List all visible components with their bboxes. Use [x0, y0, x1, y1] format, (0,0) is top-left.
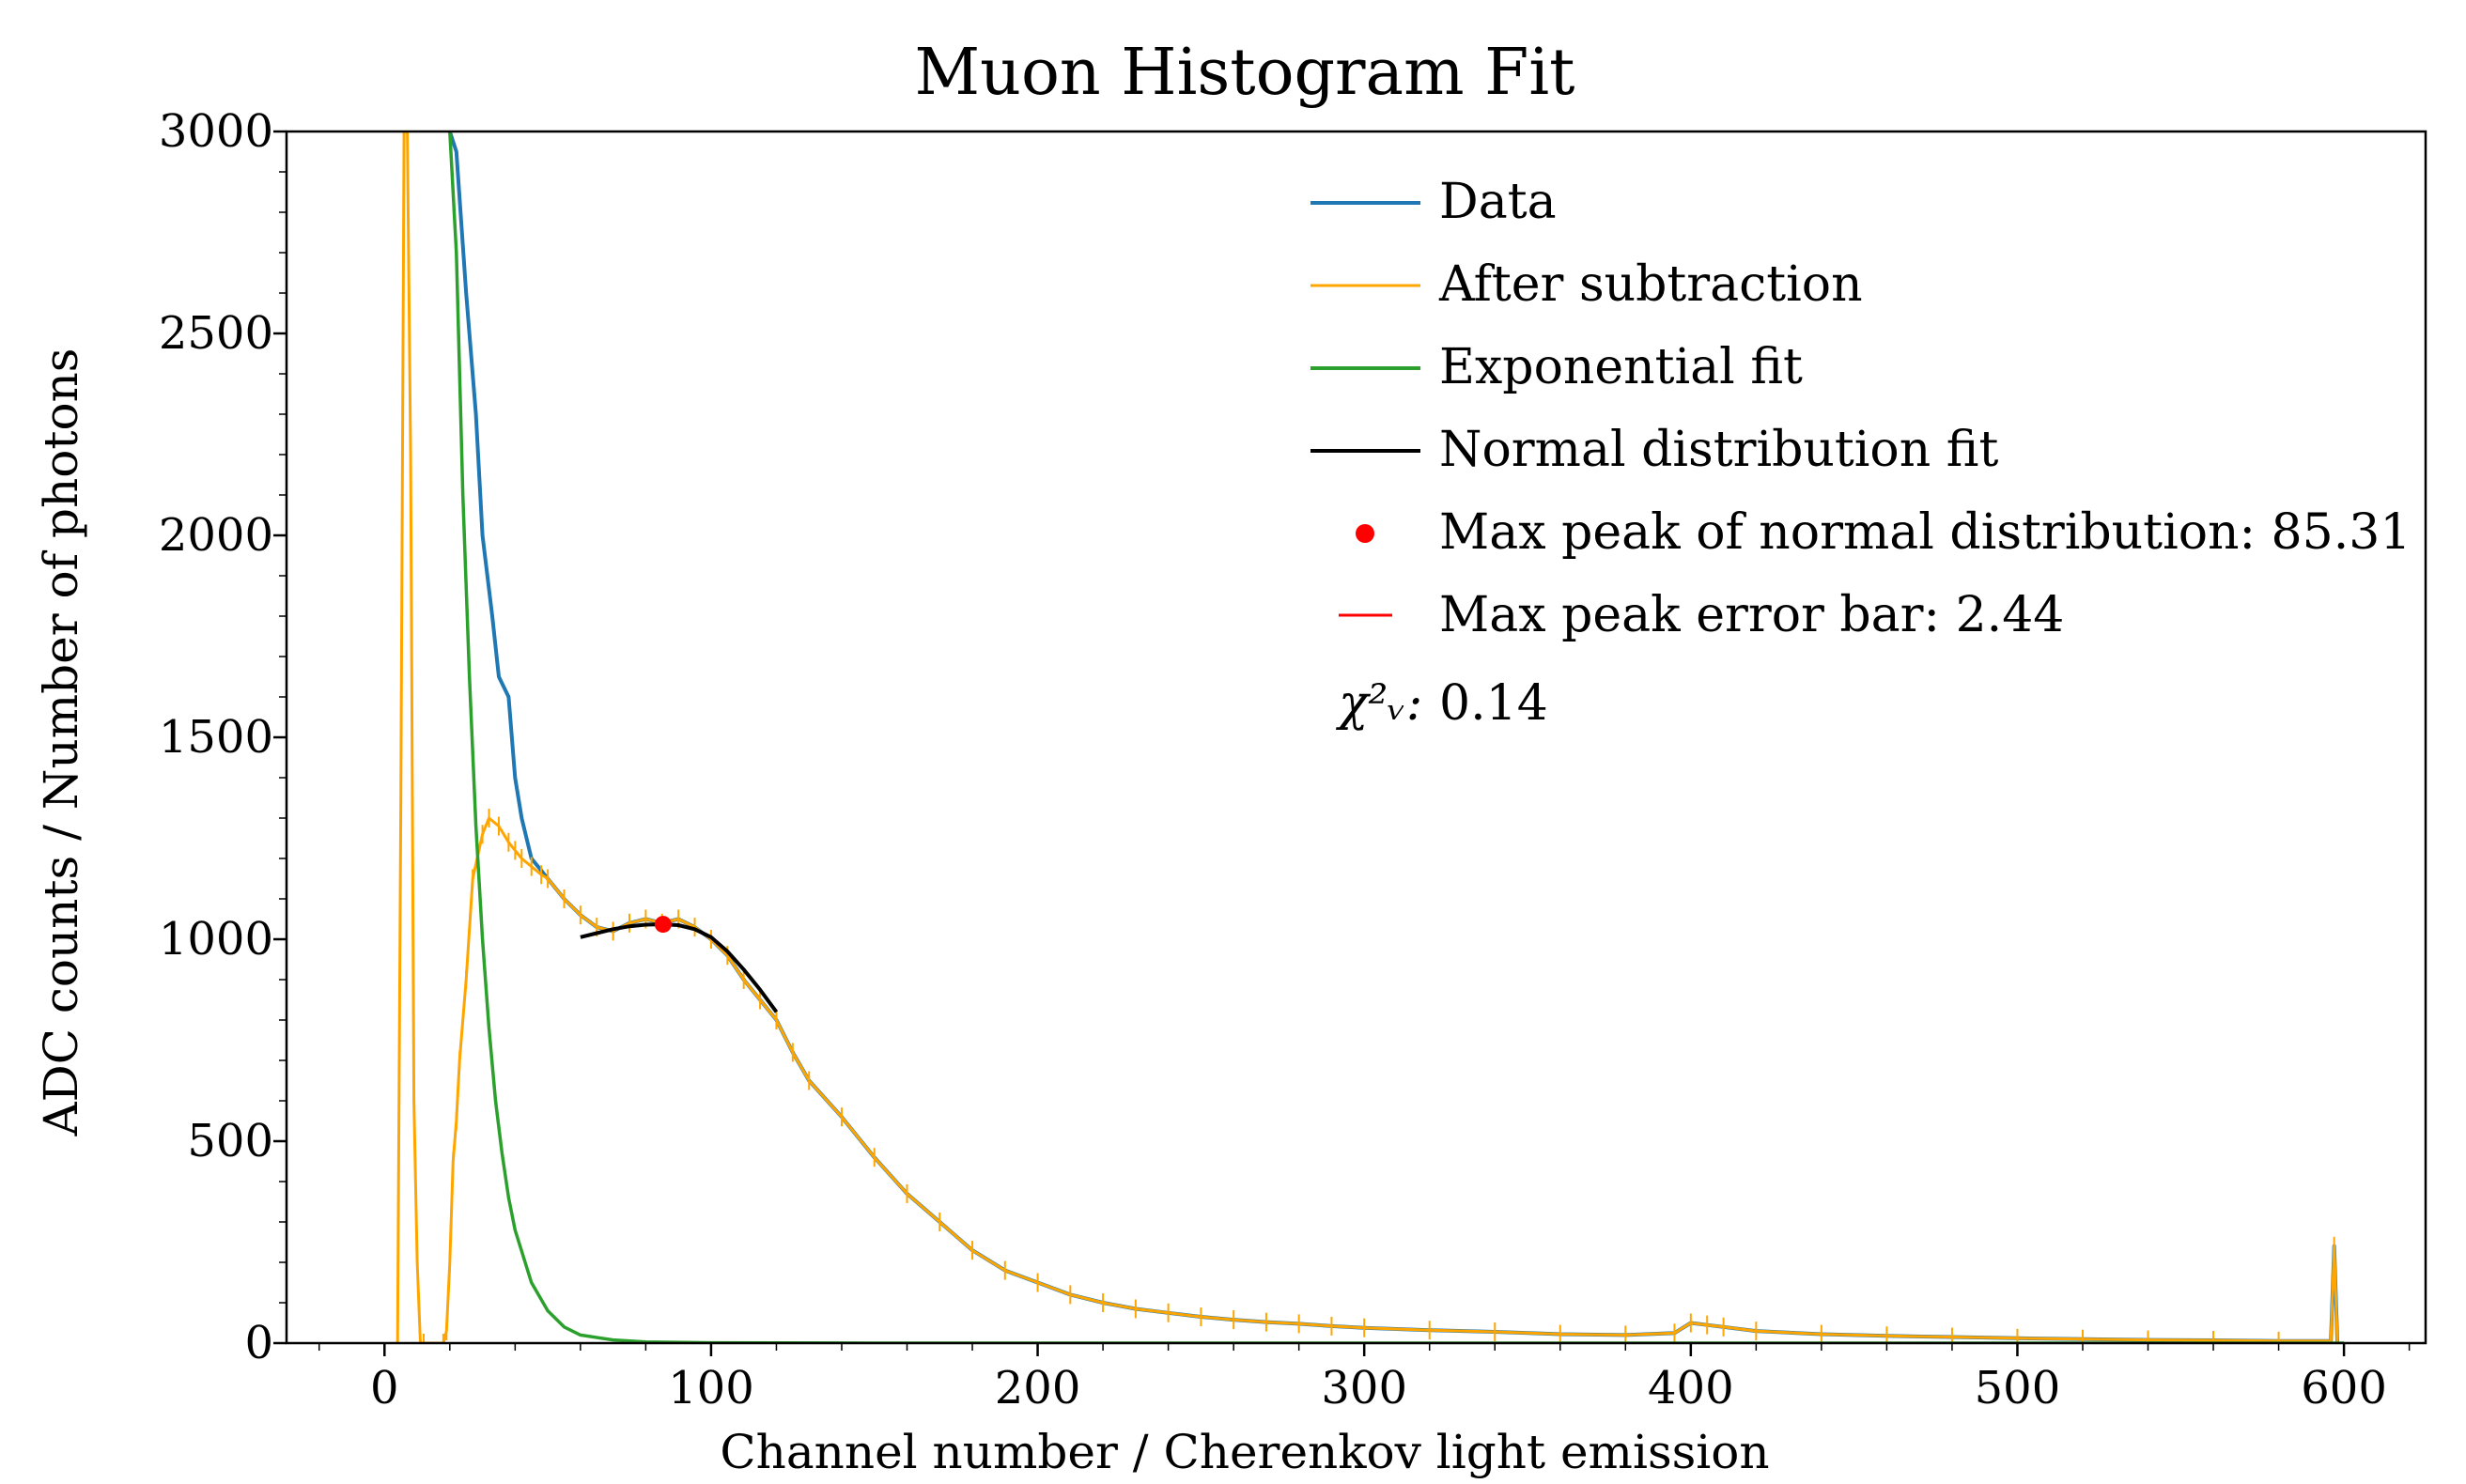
legend-item-normal-fit: Normal distribution fit [1311, 422, 1998, 478]
x-tick-label: 500 [1975, 1362, 2061, 1414]
legend-label-data: Data [1439, 174, 1557, 230]
x-tick-label: 600 [2301, 1362, 2387, 1414]
legend-item-exponential-fit: Exponential fit [1311, 339, 1803, 395]
legend-label-exponential-fit: Exponential fit [1439, 339, 1803, 395]
y-tick-label: 1000 [159, 913, 273, 966]
series-line-exponential-fit [448, 131, 2345, 1343]
legend-label-error-bar: Max peak error bar: 2.44 [1439, 587, 2064, 643]
y-tick-label: 2500 [159, 307, 273, 360]
chi-squared-value: 0.14 [1439, 675, 1548, 732]
x-tick-label: 300 [1321, 1362, 1407, 1414]
y-tick-label: 1500 [159, 711, 273, 764]
x-axis-label: Channel number / Cherenkov light emissio… [720, 1425, 1769, 1479]
chi-squared-symbol: χ²ᵥ: [1335, 675, 1422, 732]
marker-layer [654, 916, 672, 934]
legend: Data After subtraction Exponential fit N… [1311, 174, 2411, 732]
legend-item-after-subtraction: After subtraction [1311, 256, 1863, 313]
legend-label-max-peak: Max peak of normal distribution: 85.31 [1439, 504, 2411, 561]
legend-item-chi-squared: χ²ᵥ: 0.14 [1335, 675, 1548, 732]
y-tick-label: 2000 [159, 509, 273, 562]
y-tick-label: 0 [244, 1317, 273, 1369]
chart-title: Muon Histogram Fit [915, 36, 1575, 110]
y-axis-label: ADC counts / Number of photons [34, 348, 88, 1137]
axis-ticks: 0 100 200 300 400 500 600 0 500 1000 1500 2000 2500 3… [159, 105, 2411, 1414]
legend-label-after-subtraction: After subtraction [1438, 256, 1863, 313]
x-tick-label: 0 [370, 1362, 399, 1414]
plot-frame [285, 130, 2427, 1345]
x-tick-label: 100 [668, 1362, 754, 1414]
series-line-normal-distribution-fit [580, 922, 779, 1013]
y-tick-label: 3000 [159, 105, 273, 158]
series-layer [395, 131, 2345, 1343]
legend-item-error-bar: Max peak error bar: 2.44 [1339, 587, 2064, 643]
legend-swatch-max-peak [1356, 524, 1374, 543]
legend-item-max-peak: Max peak of normal distribution: 85.31 [1356, 504, 2411, 561]
peak-point [654, 916, 672, 934]
legend-item-data: Data [1311, 174, 1557, 230]
x-tick-label: 200 [995, 1362, 1081, 1414]
x-tick-label: 400 [1648, 1362, 1734, 1414]
legend-label-normal-fit: Normal distribution fit [1439, 422, 1998, 478]
y-tick-label: 500 [187, 1115, 273, 1167]
